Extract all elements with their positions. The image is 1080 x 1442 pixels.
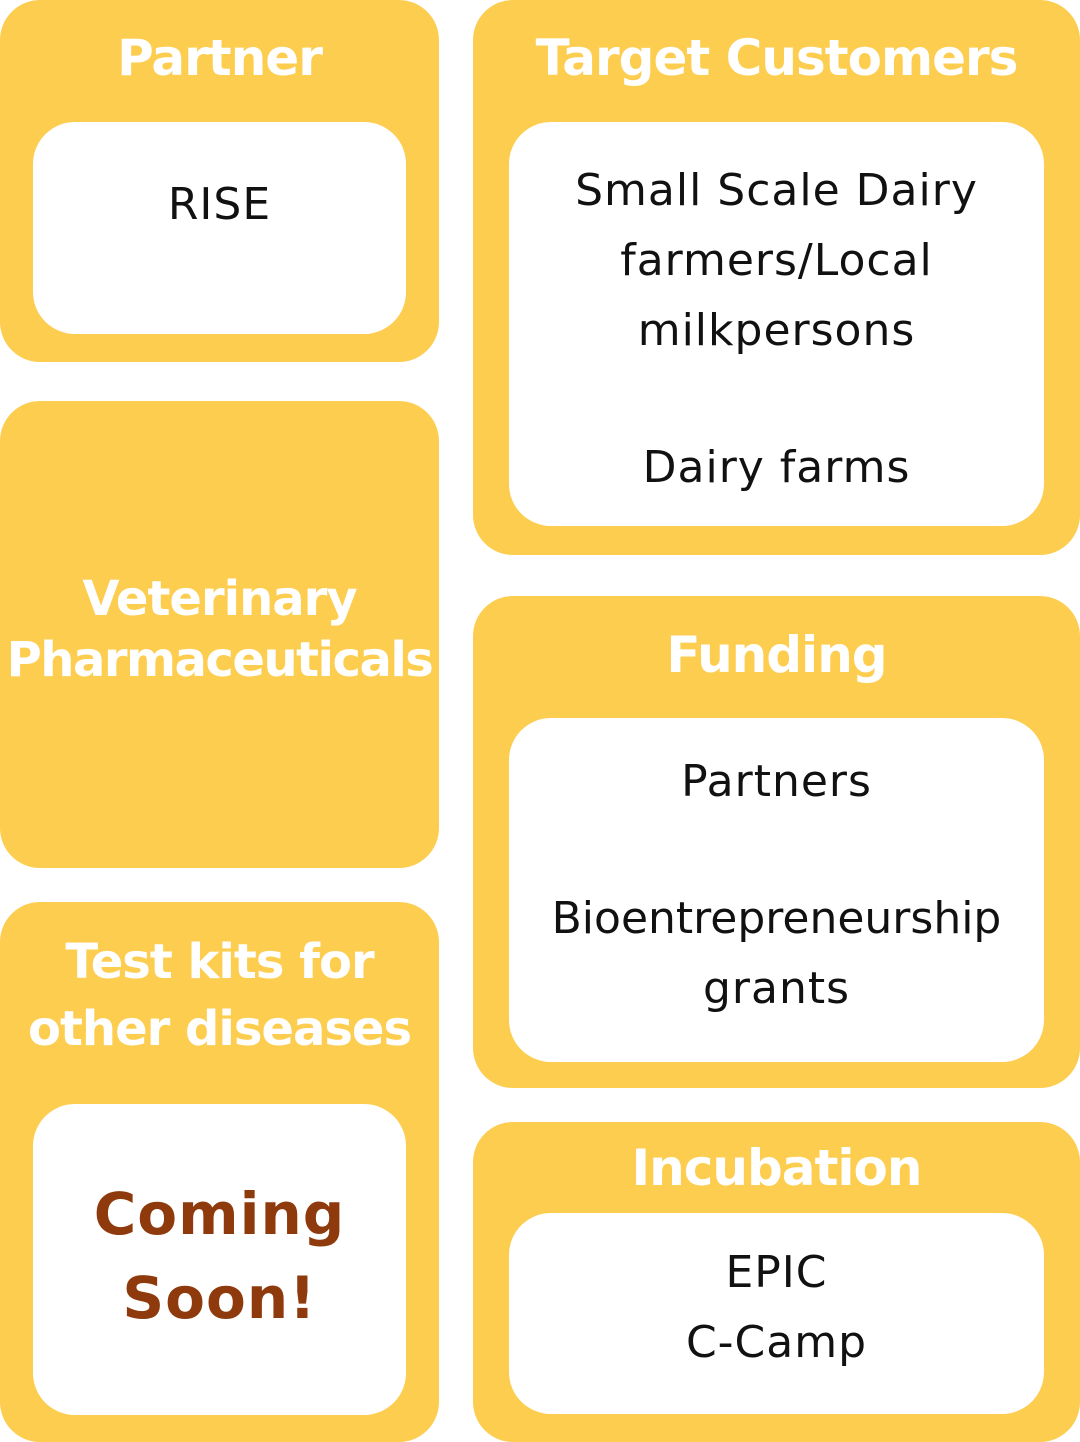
test-kits-title-line-1: Test kits for <box>65 934 374 990</box>
coming-soon-line-1: Coming <box>93 1180 346 1248</box>
incubation-item-epic: EPIC <box>725 1247 828 1298</box>
funding-content-box: Partners Bioentrepreneurship grants <box>509 718 1044 1062</box>
target-customers-item-dairy-farms: Dairy farms <box>642 442 911 493</box>
funding-card: Funding Partners Bioentrepreneurship gra… <box>473 596 1080 1088</box>
incubation-title: Incubation <box>631 1139 923 1197</box>
incubation-item-c-camp: C-Camp <box>685 1317 868 1368</box>
partner-card: Partner RISE <box>0 0 439 362</box>
coming-soon-line-2: Soon! <box>122 1264 317 1332</box>
test-kits-card: Test kits for other diseases Coming Soon… <box>0 902 439 1442</box>
target-customers-title: Target Customers <box>535 29 1019 87</box>
target-customers-card: Target Customers Small Scale Dairy farme… <box>473 0 1080 555</box>
target-customers-content-box: Small Scale Dairy farmers/Local milkpers… <box>509 122 1044 526</box>
funding-title: Funding <box>666 626 887 684</box>
partner-title: Partner <box>117 29 323 87</box>
target-customers-item-line-3: milkpersons <box>637 305 916 356</box>
veterinary-title-line-2: Pharmaceuticals <box>6 632 434 688</box>
funding-item-partners: Partners <box>681 756 872 807</box>
veterinary-pharmaceuticals-card: Veterinary Pharmaceuticals <box>0 401 439 868</box>
target-customers-item-line-2: farmers/Local <box>620 235 933 286</box>
partner-item-rise: RISE <box>167 179 272 230</box>
incubation-card: Incubation EPIC C-Camp <box>473 1122 1080 1442</box>
test-kits-title-line-2: other diseases <box>27 1001 412 1057</box>
test-kits-content-box: Coming Soon! <box>33 1104 406 1415</box>
partner-content-box: RISE <box>33 122 406 334</box>
funding-item-grants: grants <box>702 963 851 1014</box>
incubation-content-box: EPIC C-Camp <box>509 1213 1044 1414</box>
funding-item-bioentrepreneurship: Bioentrepreneurship <box>551 893 1002 944</box>
veterinary-title-line-1: Veterinary <box>82 571 357 627</box>
target-customers-item-line-1: Small Scale Dairy <box>575 165 978 216</box>
